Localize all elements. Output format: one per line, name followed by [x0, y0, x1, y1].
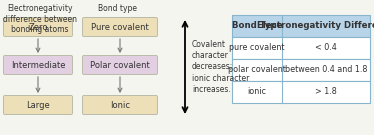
FancyBboxPatch shape — [232, 81, 370, 103]
Text: Pure covalent: Pure covalent — [91, 23, 149, 31]
Text: pure covalent: pure covalent — [229, 43, 285, 53]
Text: Covalent
character
decreases;
ionic character
increases.: Covalent character decreases; ionic char… — [192, 40, 249, 94]
Text: Bond type: Bond type — [98, 4, 138, 13]
FancyBboxPatch shape — [232, 37, 370, 59]
Text: > 1.8: > 1.8 — [315, 87, 337, 97]
Text: Electronegativity Difference: Electronegativity Difference — [257, 21, 374, 31]
FancyBboxPatch shape — [3, 55, 73, 75]
FancyBboxPatch shape — [83, 55, 157, 75]
Text: between 0.4 and 1.8: between 0.4 and 1.8 — [285, 65, 367, 75]
Text: Large: Large — [26, 100, 50, 109]
Text: Zero: Zero — [28, 23, 48, 31]
Text: polar covalent: polar covalent — [228, 65, 286, 75]
Text: Bond Type: Bond Type — [232, 21, 282, 31]
Text: Ionic: Ionic — [110, 100, 130, 109]
Text: ionic: ionic — [248, 87, 267, 97]
FancyBboxPatch shape — [232, 15, 370, 37]
Text: Intermediate: Intermediate — [11, 60, 65, 70]
FancyBboxPatch shape — [3, 95, 73, 114]
FancyBboxPatch shape — [83, 95, 157, 114]
FancyBboxPatch shape — [83, 18, 157, 36]
Text: Electronegativity
difference between
bonding atoms: Electronegativity difference between bon… — [3, 4, 77, 35]
FancyBboxPatch shape — [3, 18, 73, 36]
FancyBboxPatch shape — [232, 59, 370, 81]
Text: < 0.4: < 0.4 — [315, 43, 337, 53]
Text: Polar covalent: Polar covalent — [90, 60, 150, 70]
